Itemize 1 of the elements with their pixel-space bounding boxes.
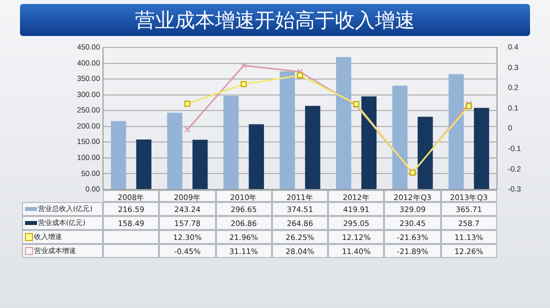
chart-title: 营业成本增速开始高于收入增速 [20,4,530,36]
